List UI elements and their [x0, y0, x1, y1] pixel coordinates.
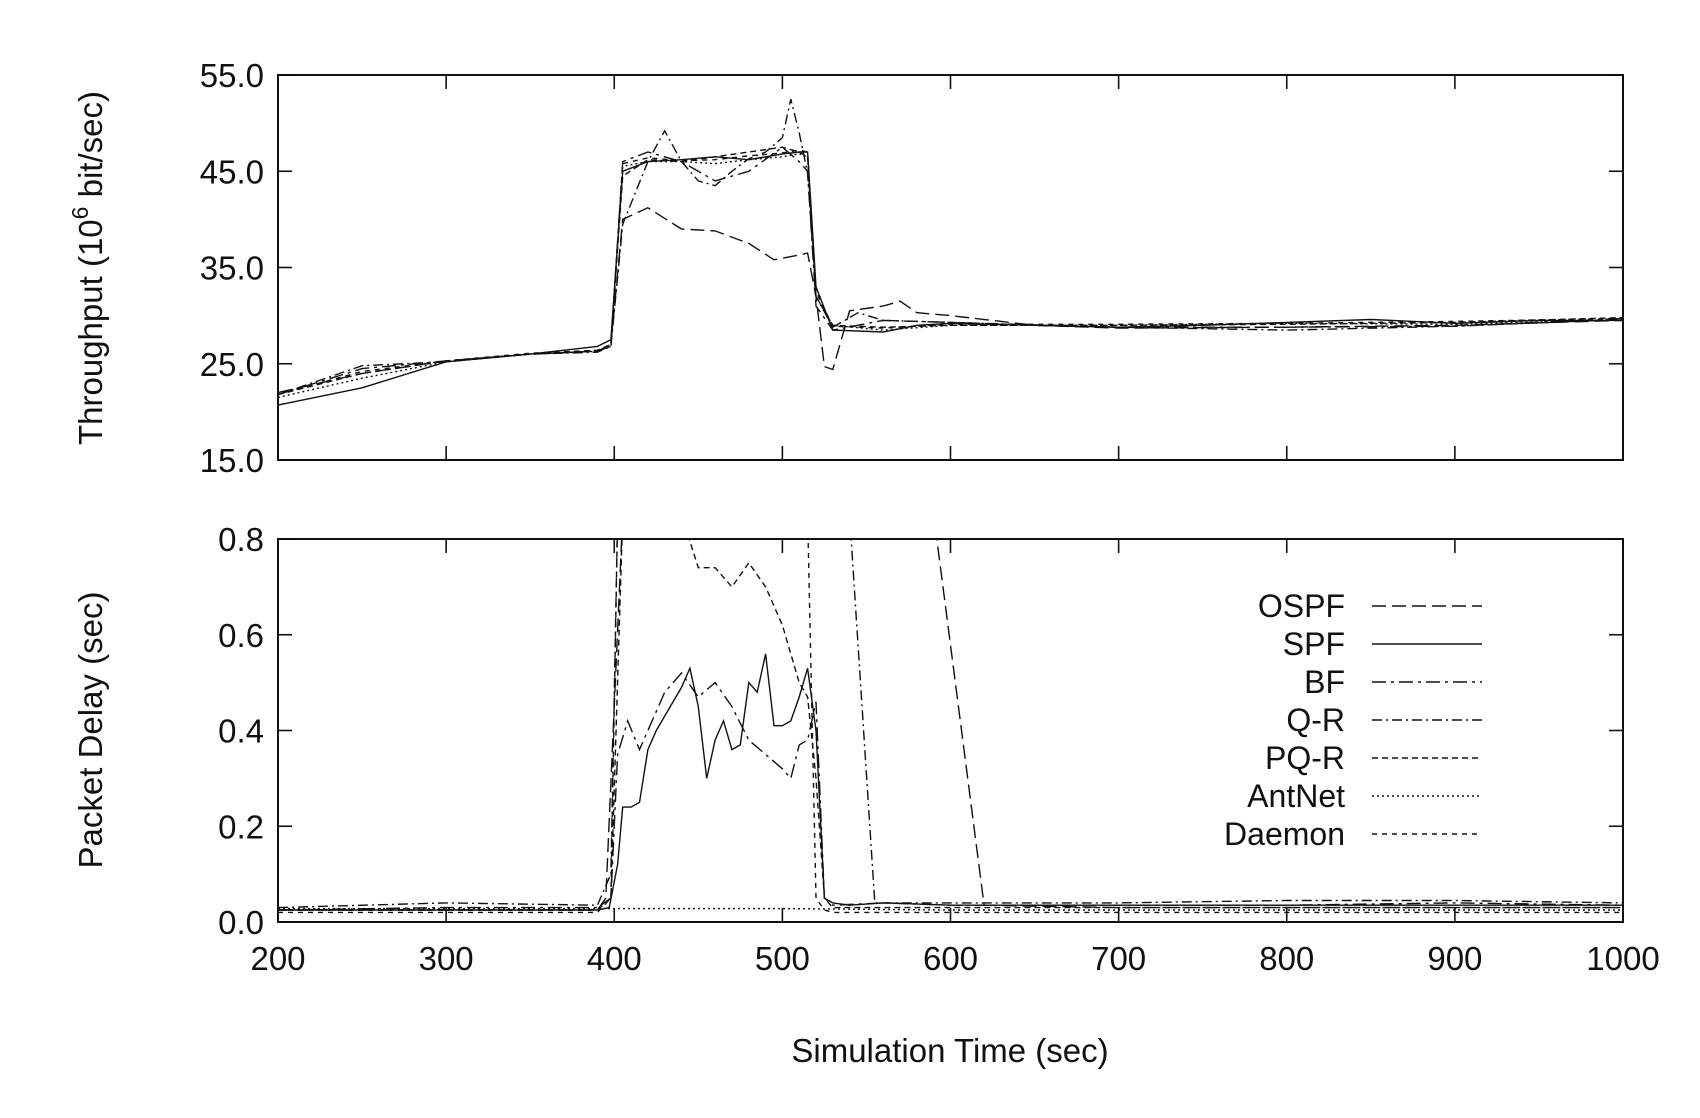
- throughput-series-spf: [277, 151, 1623, 406]
- x-axis-label: Simulation Time (sec): [791, 1032, 1108, 1069]
- delay-series-pq-r: [278, 539, 1623, 911]
- delay-y-tick-label: 0.6: [218, 617, 264, 654]
- legend-label-bf: BF: [1304, 664, 1345, 700]
- x-tick-label: 800: [1259, 940, 1314, 977]
- throughput-plot-frame: [277, 74, 1624, 461]
- delay-series-daemon: [278, 539, 1623, 914]
- throughput-series-pq-r: [277, 146, 1624, 396]
- delay-y-tick-label: 0.0: [218, 904, 264, 941]
- x-tick-label: 900: [1427, 940, 1482, 977]
- legend-label-antnet: AntNet: [1247, 778, 1345, 814]
- x-tick-label: 1000: [1586, 940, 1659, 977]
- throughput-y-tick-label: 15.0: [200, 442, 264, 479]
- throughput-series-ospf: [277, 207, 1624, 394]
- throughput-series-q-r: [277, 98, 1624, 396]
- delay-y-tick-labels: 0.0 0.2 0.4 0.6 0.8: [218, 521, 264, 941]
- throughput-y-axis-label: Throughput (106 bit/sec): [67, 91, 109, 445]
- x-tick-labels: 200 300 400 500 600 700 800 900 1000: [250, 940, 1659, 977]
- throughput-series-lines: [277, 98, 1624, 406]
- delay-series-ospf: [278, 539, 1623, 911]
- throughput-y-tick-label: 25.0: [200, 346, 264, 383]
- throughput-panel: 15.0 25.0 35.0 45.0 55.0 Throughput (106 bit…: [67, 57, 1624, 479]
- delay-series-bf: [278, 671, 1623, 911]
- legend-label-daemon: Daemon: [1224, 816, 1345, 852]
- throughput-ticks: [277, 74, 1624, 461]
- x-tick-label: 600: [923, 940, 978, 977]
- delay-panel: 0.0 0.2 0.4 0.6 0.8 200 300 400 500 600 700 800 900…: [72, 521, 1660, 1069]
- x-tick-label: 400: [587, 940, 642, 977]
- delay-series-lines: [278, 539, 1623, 914]
- x-tick-label: 200: [250, 940, 305, 977]
- delay-y-axis-label: Packet Delay (sec): [72, 592, 109, 869]
- throughput-y-tick-label: 35.0: [200, 250, 264, 287]
- delay-plot-frame: [277, 538, 1624, 923]
- throughput-series-antnet: [277, 153, 1624, 399]
- throughput-y-tick-labels: 15.0 25.0 35.0 45.0 55.0: [200, 57, 264, 479]
- throughput-y-tick-label: 55.0: [200, 57, 264, 94]
- legend-label-spf: SPF: [1283, 626, 1345, 662]
- legend-label-ospf: OSPF: [1258, 588, 1345, 624]
- delay-y-tick-label: 0.4: [218, 713, 264, 750]
- throughput-y-tick-label: 45.0: [200, 153, 264, 190]
- delay-y-tick-label: 0.8: [218, 521, 264, 558]
- delay-y-tick-label: 0.2: [218, 808, 264, 845]
- delay-series-q-r: [278, 539, 1623, 909]
- throughput-series-daemon: [277, 149, 1624, 396]
- legend-label-pq-r: PQ-R: [1265, 740, 1345, 776]
- delay-series-spf: [278, 653, 1623, 911]
- delay-ticks: [277, 538, 1624, 923]
- delay-series-antnet: [278, 907, 1623, 911]
- x-tick-label: 700: [1091, 940, 1146, 977]
- legend-label-q-r: Q-R: [1286, 702, 1345, 738]
- x-tick-label: 500: [755, 940, 810, 977]
- x-tick-label: 300: [419, 940, 474, 977]
